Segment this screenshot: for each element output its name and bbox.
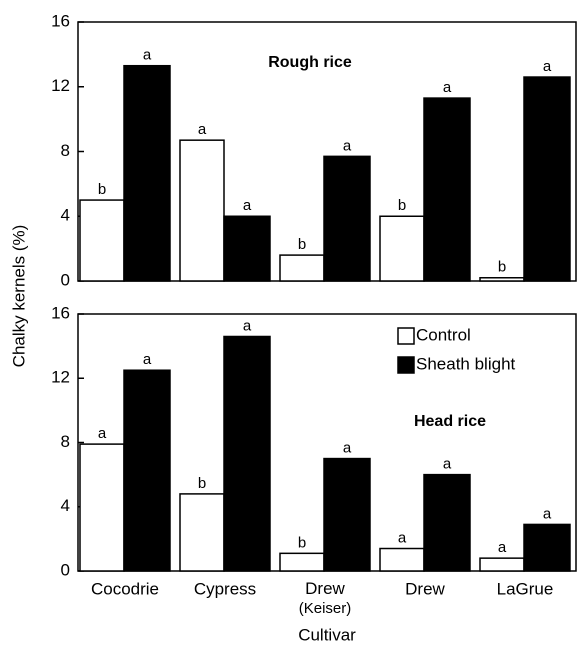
y-tick-label: 0 bbox=[61, 560, 70, 579]
significance-letter: b bbox=[98, 181, 106, 198]
bar bbox=[179, 493, 225, 572]
bar bbox=[323, 457, 371, 572]
x-axis-label: Cultivar bbox=[298, 625, 356, 644]
significance-letter: a bbox=[143, 351, 152, 368]
significance-letter: a bbox=[198, 121, 207, 138]
bar bbox=[323, 155, 371, 282]
bar bbox=[423, 473, 471, 572]
bar bbox=[379, 547, 425, 572]
legend-label: Control bbox=[416, 325, 471, 344]
significance-letter: b bbox=[498, 259, 506, 276]
bar bbox=[123, 369, 171, 572]
significance-letter: a bbox=[143, 47, 152, 64]
y-tick-label: 16 bbox=[51, 303, 70, 322]
legend-swatch bbox=[397, 356, 415, 374]
significance-letter: b bbox=[298, 534, 306, 551]
significance-letter: a bbox=[398, 529, 407, 546]
significance-letter: a bbox=[343, 137, 352, 154]
bar bbox=[523, 523, 571, 572]
x-tick-label: Cocodrie bbox=[91, 579, 159, 598]
y-tick-label: 12 bbox=[51, 368, 70, 387]
bar bbox=[523, 76, 571, 282]
y-axis-label: Chalky kernels (%) bbox=[9, 225, 28, 368]
x-tick-label: Cypress bbox=[194, 579, 256, 598]
bar bbox=[123, 64, 171, 282]
y-tick-label: 4 bbox=[61, 496, 70, 515]
y-tick-label: 12 bbox=[51, 76, 70, 95]
x-tick-label: LaGrue bbox=[497, 579, 554, 598]
y-tick-label: 16 bbox=[51, 11, 70, 30]
significance-letter: a bbox=[543, 505, 552, 522]
bar bbox=[379, 215, 425, 282]
bar bbox=[479, 557, 525, 572]
significance-letter: b bbox=[398, 197, 406, 214]
bar bbox=[79, 199, 125, 282]
bar bbox=[423, 97, 471, 282]
x-tick-label: Drew (Keiser) bbox=[299, 579, 352, 616]
bar bbox=[279, 254, 325, 282]
y-tick-label: 4 bbox=[61, 206, 70, 225]
significance-letter: a bbox=[543, 58, 552, 75]
y-tick-label: 8 bbox=[61, 432, 70, 451]
panel-title: Rough rice bbox=[268, 54, 352, 71]
significance-letter: a bbox=[443, 456, 452, 473]
legend-label: Sheath blight bbox=[416, 354, 516, 373]
x-tick-label: Drew bbox=[405, 579, 445, 598]
y-tick-label: 8 bbox=[61, 141, 70, 160]
significance-letter: a bbox=[443, 79, 452, 96]
y-tick-label: 0 bbox=[61, 270, 70, 289]
significance-letter: a bbox=[98, 425, 107, 442]
bar bbox=[279, 552, 325, 572]
bar bbox=[79, 443, 125, 572]
legend-swatch bbox=[397, 327, 415, 345]
significance-letter: a bbox=[243, 317, 252, 334]
significance-letter: b bbox=[298, 236, 306, 253]
bar bbox=[223, 335, 271, 572]
significance-letter: a bbox=[498, 539, 507, 556]
bar bbox=[479, 277, 525, 282]
bar bbox=[179, 139, 225, 282]
significance-letter: b bbox=[198, 475, 206, 492]
bar bbox=[223, 215, 271, 282]
panel-title: Head rice bbox=[414, 413, 486, 430]
significance-letter: a bbox=[243, 197, 252, 214]
significance-letter: a bbox=[343, 440, 352, 457]
